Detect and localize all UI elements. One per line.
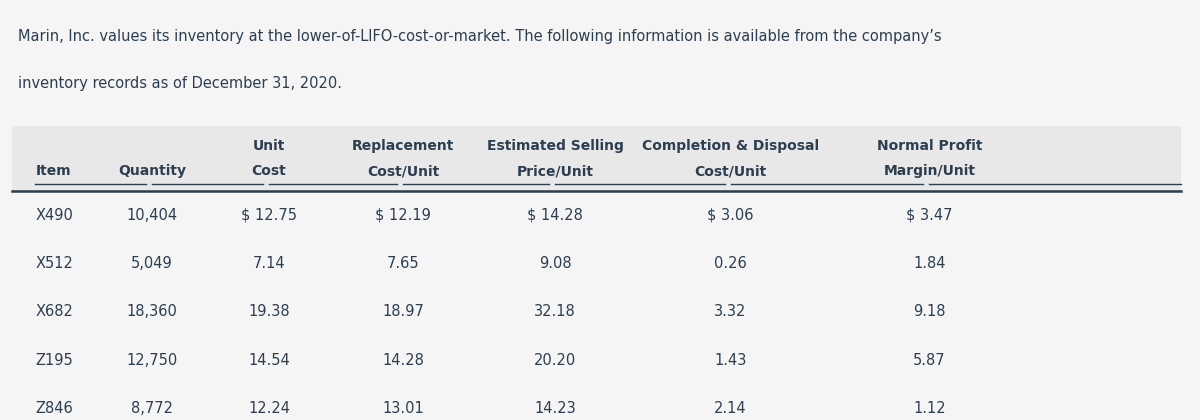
Text: $ 12.75: $ 12.75 (241, 208, 298, 223)
Text: 10,404: 10,404 (126, 208, 178, 223)
Text: Completion & Disposal: Completion & Disposal (642, 139, 820, 153)
Text: Estimated Selling: Estimated Selling (487, 139, 624, 153)
Text: Cost/Unit: Cost/Unit (367, 164, 439, 178)
Text: X490: X490 (35, 208, 73, 223)
Text: X512: X512 (35, 256, 73, 271)
Text: Margin/Unit: Margin/Unit (883, 164, 976, 178)
Text: 20.20: 20.20 (534, 353, 576, 368)
Text: X682: X682 (35, 304, 73, 319)
Text: $ 14.28: $ 14.28 (527, 208, 583, 223)
Text: 12.24: 12.24 (248, 401, 290, 416)
Text: 14.23: 14.23 (534, 401, 576, 416)
Text: 1.84: 1.84 (913, 256, 946, 271)
Text: Quantity: Quantity (118, 164, 186, 178)
Text: Marin, Inc. values its inventory at the lower-of-LIFO-cost-or-market. The follow: Marin, Inc. values its inventory at the … (18, 29, 942, 45)
Text: 32.18: 32.18 (534, 304, 576, 319)
Bar (12, 126, 1181, 191)
Text: 1.43: 1.43 (714, 353, 746, 368)
Text: $ 3.06: $ 3.06 (707, 208, 754, 223)
Text: Item: Item (35, 164, 71, 178)
Text: 12,750: 12,750 (126, 353, 178, 368)
Text: 7.14: 7.14 (253, 256, 286, 271)
Text: 3.32: 3.32 (714, 304, 746, 319)
Text: Price/Unit: Price/Unit (517, 164, 594, 178)
Text: $ 12.19: $ 12.19 (376, 208, 431, 223)
Text: Normal Profit: Normal Profit (876, 139, 982, 153)
Text: 0.26: 0.26 (714, 256, 746, 271)
Text: 14.54: 14.54 (248, 353, 290, 368)
Text: inventory records as of December 31, 2020.: inventory records as of December 31, 202… (18, 76, 342, 91)
Text: Z846: Z846 (35, 401, 73, 416)
Text: Unit: Unit (253, 139, 286, 153)
Text: 5.87: 5.87 (913, 353, 946, 368)
Text: 1.12: 1.12 (913, 401, 946, 416)
Text: 2.14: 2.14 (714, 401, 746, 416)
Text: Replacement: Replacement (353, 139, 455, 153)
Text: 18,360: 18,360 (127, 304, 178, 319)
Text: 8,772: 8,772 (131, 401, 173, 416)
Text: 14.28: 14.28 (383, 353, 425, 368)
Text: 9.08: 9.08 (539, 256, 571, 271)
Text: Z195: Z195 (35, 353, 73, 368)
Text: Cost/Unit: Cost/Unit (695, 164, 767, 178)
Text: 5,049: 5,049 (131, 256, 173, 271)
Text: 9.18: 9.18 (913, 304, 946, 319)
Text: $ 3.47: $ 3.47 (906, 208, 953, 223)
Text: 19.38: 19.38 (248, 304, 290, 319)
Text: Cost: Cost (252, 164, 287, 178)
Text: 13.01: 13.01 (383, 401, 425, 416)
Text: 7.65: 7.65 (388, 256, 420, 271)
Text: 18.97: 18.97 (383, 304, 425, 319)
